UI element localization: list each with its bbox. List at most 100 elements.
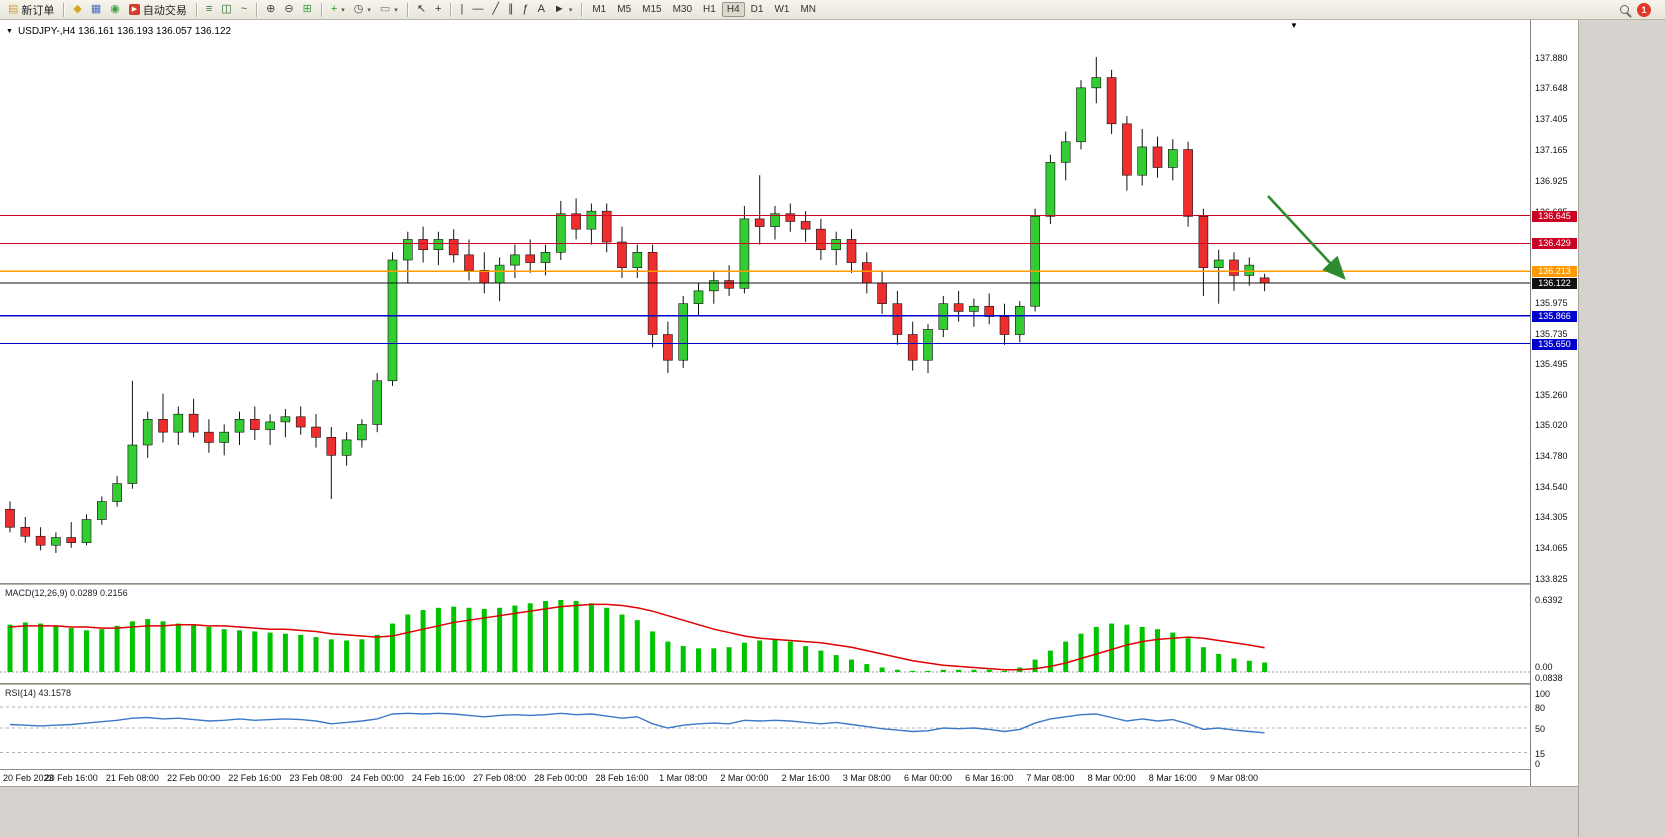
candle-up: [540, 251, 551, 263]
candle-down: [785, 213, 796, 222]
fibonacci-button[interactable]: ƒ: [518, 1, 532, 18]
candle-up: [831, 239, 842, 251]
rsi-indicator-label: RSI(14) 43.1578: [5, 688, 72, 698]
zoom-out-button[interactable]: ⊖: [280, 1, 297, 18]
macd-bar: [221, 629, 227, 672]
candle-up: [1014, 305, 1025, 335]
candle-up: [1168, 149, 1178, 168]
text-button[interactable]: A: [534, 1, 549, 18]
toolbar-buttons: ▤ 新订单 ◆ ▦ ◉ ▶ 自动交易 ≡ ◫ ~ ⊕ ⊖ ⊞ + ▾ ◷ ▾ ▭ ▾ ↖ + | — ╱ ∥ ƒ A ► ▾ M1 M5 M1…: [4, 1, 821, 18]
bar-chart-button[interactable]: ≡: [202, 1, 216, 18]
macd-bar: [328, 639, 334, 672]
price-chart-canvas[interactable]: [0, 20, 1530, 583]
time-axis[interactable]: 20 Feb 2023 20 Feb 16:00 21 Feb 08:00 22 Fe…: [0, 769, 1530, 786]
timeframe-h4-button[interactable]: H4: [721, 2, 745, 17]
candle-up: [770, 213, 780, 227]
macd-bar: [634, 620, 640, 672]
trendline-button[interactable]: ╱: [488, 1, 503, 18]
chart-shift-marker-icon[interactable]: ▼: [1290, 21, 1298, 30]
candlestick-button[interactable]: ◫: [217, 1, 235, 18]
macd-bar: [956, 669, 962, 672]
shapes-button[interactable]: ► ▾: [550, 1, 576, 18]
candle-down: [601, 210, 612, 243]
vertical-line-button[interactable]: |: [456, 1, 467, 18]
search-icon[interactable]: [1620, 5, 1632, 18]
zoom-in-button[interactable]: ⊕: [262, 1, 279, 18]
bottom-filler-panel: [0, 786, 1578, 837]
tile-windows-button[interactable]: ⊞: [299, 1, 316, 18]
chart-window-icon: ▦: [90, 3, 102, 15]
rsi-panel-canvas[interactable]: [0, 685, 1530, 769]
macd-bar: [1047, 650, 1053, 672]
price-tick-label: 137.165: [1535, 144, 1568, 155]
fibonacci-icon: ƒ: [522, 3, 529, 15]
time-tick-label: 6 Mar 16:00: [965, 773, 1014, 783]
candle-down: [800, 221, 811, 230]
macd-bar: [420, 610, 426, 672]
macd-indicator-label: MACD(12,26,9) 0.0289 0.2156: [5, 588, 128, 598]
timeframe-m1-button[interactable]: M1: [592, 4, 607, 15]
price-tick-label: 137.648: [1535, 82, 1568, 93]
macd-bar: [497, 607, 503, 672]
time-tick-label: 6 Mar 00:00: [903, 773, 953, 783]
toolbar-separator: [450, 2, 452, 17]
macd-bar: [1109, 623, 1115, 672]
text-icon: A: [537, 3, 545, 15]
macd-bar: [129, 621, 135, 672]
right-filler-panel: [1578, 20, 1665, 837]
market-watch-button[interactable]: ◆: [69, 1, 85, 18]
toolbar-separator: [320, 2, 322, 17]
line-chart-button[interactable]: ~: [237, 1, 251, 18]
timeframe-m15-button[interactable]: M15: [642, 4, 662, 15]
macd-bar: [604, 607, 610, 672]
timeframe-w1-button[interactable]: W1: [774, 4, 790, 15]
toolbar: ▤ 新订单 ◆ ▦ ◉ ▶ 自动交易 ≡ ◫ ~ ⊕ ⊖ ⊞ + ▾ ◷ ▾ ▭ ▾ ↖ + | — ╱ ∥ ƒ A ► ▾ M1 M5 M1…: [0, 0, 1665, 20]
macd-panel-canvas[interactable]: [0, 585, 1530, 683]
new-order-icon: ▤: [8, 3, 19, 15]
time-tick-label: 22 Feb 00:00: [167, 773, 221, 783]
macd-bar: [803, 646, 809, 672]
chart-window-button[interactable]: ▦: [87, 1, 105, 18]
candle-up: [1076, 87, 1086, 143]
candle-down: [984, 305, 995, 317]
timeframe-h1-button[interactable]: H1: [703, 4, 716, 15]
macd-bar: [1200, 647, 1206, 672]
rsi-axis-label: 0: [1535, 759, 1541, 769]
indicators-button[interactable]: + ▾: [327, 1, 349, 18]
candle-down: [1259, 277, 1270, 284]
new-order-button[interactable]: ▤ 新订单: [4, 1, 58, 18]
collapse-icon[interactable]: ▼: [6, 28, 13, 35]
candle-down: [326, 437, 337, 456]
notification-badge[interactable]: 1: [1637, 2, 1651, 17]
timeframe-m30-button[interactable]: M30: [672, 4, 693, 15]
crosshair-button[interactable]: +: [431, 1, 445, 18]
timeframe-d1-button[interactable]: D1: [750, 4, 764, 15]
candle-down: [66, 537, 76, 543]
macd-bar: [374, 634, 380, 672]
price-axis[interactable]: 137.880 137.648 137.405 137.165 136.925 136.6…: [1530, 20, 1578, 786]
toolbar-separator: [195, 2, 197, 17]
candle-up: [387, 259, 398, 382]
time-tick-label: 21 Feb 08:00: [105, 773, 159, 783]
candle-up: [341, 439, 352, 456]
panel-splitter[interactable]: [0, 683, 1578, 685]
horizontal-line-button[interactable]: —: [468, 1, 487, 18]
candle-down: [525, 254, 536, 263]
trend-arrow-annotation[interactable]: [1267, 195, 1346, 280]
panel-splitter[interactable]: [0, 583, 1578, 585]
periods-button[interactable]: ◷ ▾: [350, 1, 375, 18]
candle-up: [173, 413, 184, 433]
cursor-button[interactable]: ↖: [413, 1, 430, 18]
channel-button[interactable]: ∥: [504, 1, 518, 18]
timeframe-mn-button[interactable]: MN: [800, 4, 816, 15]
price-tick-label: 135.735: [1535, 328, 1568, 339]
timeframe-m5-button[interactable]: M5: [617, 4, 632, 15]
macd-bar: [1246, 660, 1252, 672]
macd-bar: [527, 603, 533, 672]
candle-down: [617, 241, 627, 269]
navigator-button[interactable]: ◉: [106, 1, 124, 18]
macd-bar: [160, 621, 166, 672]
auto-trading-button[interactable]: ▶ 自动交易: [125, 1, 191, 18]
candle-up: [494, 264, 505, 284]
templates-button[interactable]: ▭ ▾: [376, 1, 402, 18]
